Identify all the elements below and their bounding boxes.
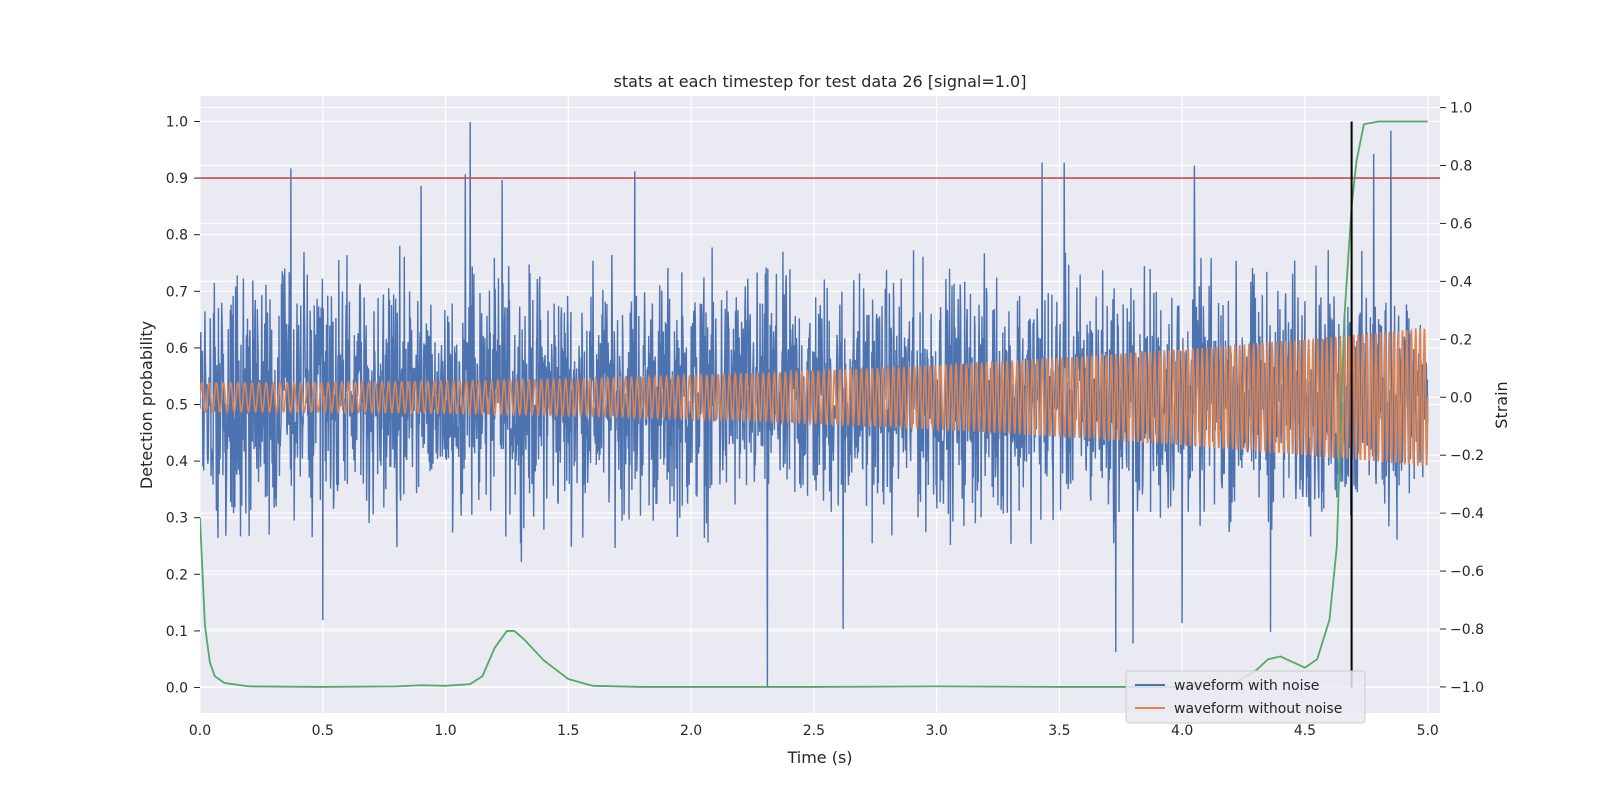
y-tick-label: 0.7 [166, 284, 188, 300]
x-tick-label: 1.0 [434, 723, 456, 739]
y-tick-label: 0.6 [166, 341, 188, 357]
legend: waveform with noise waveform without noi… [1125, 670, 1366, 724]
x-tick-label: 0.5 [312, 723, 334, 739]
y-tick-label: 0.3 [166, 511, 188, 527]
y-right-axis-label: Strain [1492, 381, 1511, 428]
y-tick-label: 0.5 [166, 398, 188, 414]
x-tick-label: 2.0 [680, 723, 702, 739]
x-axis-label: Time (s) [786, 748, 852, 767]
x-tick-label: 0.0 [189, 723, 211, 739]
x-axis-ticks: 0.0 0.5 1.0 1.5 2.0 2.5 3.0 3.5 4.0 4.5 5.0 [189, 723, 1439, 739]
y-right-tick-label: −0.4 [1450, 506, 1484, 522]
y-tick-label: 0.8 [166, 228, 188, 244]
y-right-tick-label: −0.8 [1450, 622, 1484, 638]
y-tick-label: 0.4 [166, 454, 188, 470]
y-right-tick-label: 0.8 [1450, 159, 1472, 175]
y-tick-label: 0.2 [166, 567, 188, 583]
left-axis-ticks: 0.0 0.1 0.2 0.3 0.4 0.5 0.6 0.7 0.8 0.9 1.0 [166, 114, 200, 697]
legend-label-clean: waveform without noise [1174, 701, 1342, 717]
y-right-tick-label: 0.6 [1450, 216, 1472, 232]
y-right-tick-label: 0.4 [1450, 274, 1472, 290]
y-right-tick-label: 0.2 [1450, 332, 1472, 348]
legend-box [1125, 670, 1366, 724]
y-axis-label: Detection probability [137, 321, 156, 489]
y-right-tick-label: −1.0 [1450, 680, 1484, 696]
detection-probability-line [200, 120, 1428, 688]
x-tick-label: 4.5 [1294, 723, 1316, 739]
clean-waveform-line [200, 327, 1429, 467]
y-tick-label: 1.0 [166, 114, 188, 130]
x-tick-label: 1.5 [557, 723, 579, 739]
x-tick-label: 3.0 [926, 723, 948, 739]
series-group [200, 120, 1440, 688]
chart-title: stats at each timestep for test data 26 … [614, 72, 1027, 91]
y-right-tick-label: −0.6 [1450, 564, 1484, 580]
x-tick-label: 2.5 [803, 723, 825, 739]
x-tick-label: 4.0 [1171, 723, 1193, 739]
y-right-tick-label: −0.2 [1450, 448, 1484, 464]
y-tick-label: 0.0 [166, 681, 188, 697]
x-tick-label: 3.5 [1048, 723, 1070, 739]
y-right-tick-label: 1.0 [1450, 101, 1472, 117]
legend-label-noisy: waveform with noise [1174, 678, 1319, 694]
y-tick-label: 0.1 [166, 624, 188, 640]
x-tick-label: 5.0 [1417, 723, 1439, 739]
y-right-tick-label: 0.0 [1450, 390, 1472, 406]
y-tick-label: 0.9 [166, 171, 188, 187]
right-axis-ticks: −1.0 −0.8 −0.6 −0.4 −0.2 0.0 0.2 0.4 0.6 0.8 1.0 [1440, 101, 1484, 696]
